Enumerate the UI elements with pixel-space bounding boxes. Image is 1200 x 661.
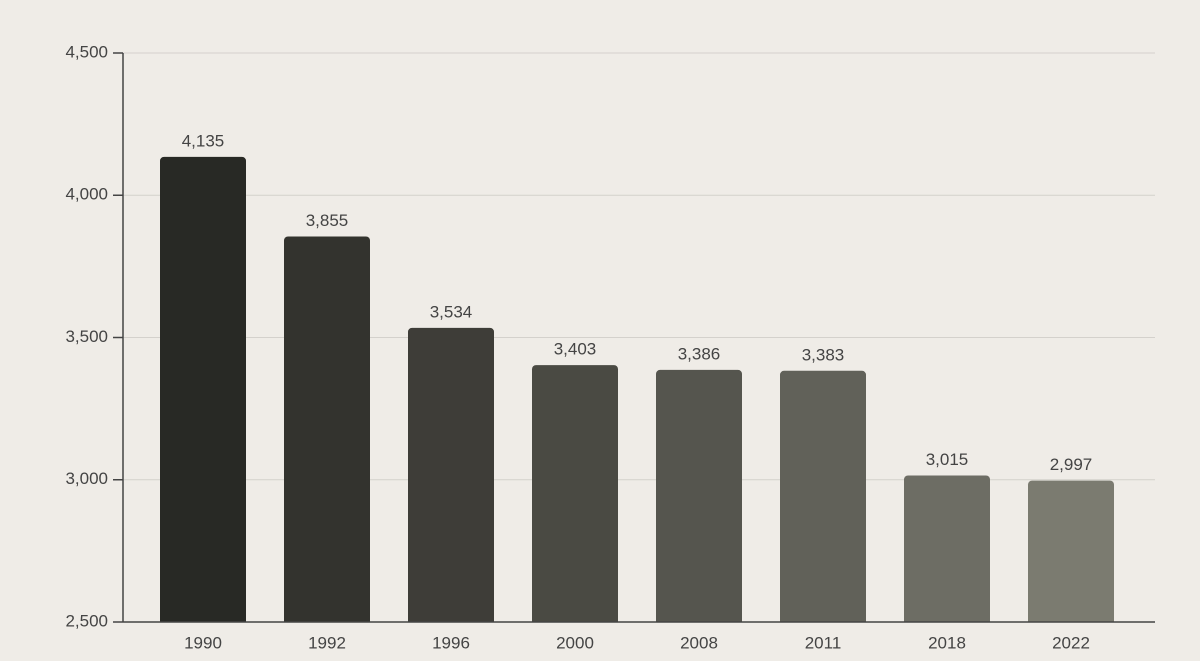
value-label: 3,383	[802, 345, 845, 364]
y-tick-label: 4,000	[65, 185, 108, 204]
plot-bottom-cover	[123, 622, 1155, 628]
value-label: 3,855	[306, 211, 349, 230]
bar	[408, 327, 494, 626]
bar	[780, 370, 866, 626]
x-tick-label: 1990	[184, 633, 222, 652]
y-tick-label: 3,000	[65, 469, 108, 488]
y-tick-label: 4,500	[65, 42, 108, 61]
value-label: 3,386	[678, 344, 721, 363]
value-label: 3,534	[430, 302, 473, 321]
x-tick-label: 2000	[556, 633, 594, 652]
y-tick-label: 2,500	[65, 611, 108, 630]
value-label: 4,135	[182, 131, 225, 150]
x-tick-label: 2011	[805, 633, 842, 652]
value-label: 3,015	[926, 450, 969, 469]
bar	[160, 156, 246, 626]
bar	[1028, 480, 1114, 626]
x-tick-label: 2008	[680, 633, 718, 652]
value-label: 2,997	[1050, 455, 1093, 474]
x-tick-label: 1992	[308, 633, 346, 652]
y-tick-label: 3,500	[65, 327, 108, 346]
bar	[284, 236, 370, 626]
value-label: 3,403	[554, 340, 597, 359]
x-tick-label: 1996	[432, 633, 470, 652]
bar	[656, 369, 742, 626]
bar	[532, 365, 618, 626]
x-tick-label: 2018	[928, 633, 966, 652]
bar	[904, 475, 990, 626]
x-tick-label: 2022	[1052, 633, 1090, 652]
